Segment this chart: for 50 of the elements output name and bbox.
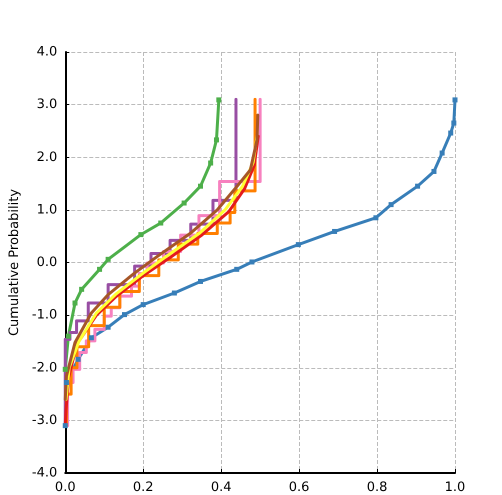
y-tick-label: 4.0 [36,44,58,60]
point [452,97,458,102]
point [431,168,436,174]
point [122,312,128,318]
y-tick-label: -3.0 [32,412,58,428]
point [198,184,204,189]
x-tick-label: 0.4 [210,480,232,495]
point [332,228,338,234]
x-tick-label: 1.0 [444,480,466,495]
point [249,259,254,264]
y-tick-label: -2.0 [32,360,58,376]
point [88,335,94,340]
point [62,423,68,428]
y-tick-label: -4.0 [32,466,58,480]
y-tick-label: 2.0 [36,150,58,165]
point [440,150,445,156]
point [388,202,394,208]
point [214,137,219,142]
point [216,97,222,102]
x-tick-label: 0.0 [54,480,76,495]
y-tick-label: 1.0 [36,202,58,218]
point [97,266,102,272]
y-tick-label: -1.0 [32,308,58,323]
point [72,300,78,306]
point [79,286,84,292]
x-tick-label: 0.8 [366,480,388,495]
x-tick-label: 0.2 [132,480,154,495]
point [296,242,301,248]
point [138,232,144,238]
point [76,356,81,362]
point [234,266,240,272]
point [62,366,68,372]
point [373,215,378,220]
point [415,184,420,189]
x-tick-label: 0.6 [288,480,310,495]
point [208,160,214,166]
point [66,334,71,339]
point [106,324,111,330]
point [158,220,164,226]
point [172,290,177,296]
y-axis-title: Cumulative Probability [7,188,22,336]
point [64,380,69,385]
point [451,120,456,126]
point [106,256,111,262]
point [140,302,146,308]
point [198,278,204,284]
point [182,200,187,206]
point [448,130,454,136]
y-tick-label: 3.0 [36,97,58,112]
y-tick-label: 0.0 [36,255,58,270]
